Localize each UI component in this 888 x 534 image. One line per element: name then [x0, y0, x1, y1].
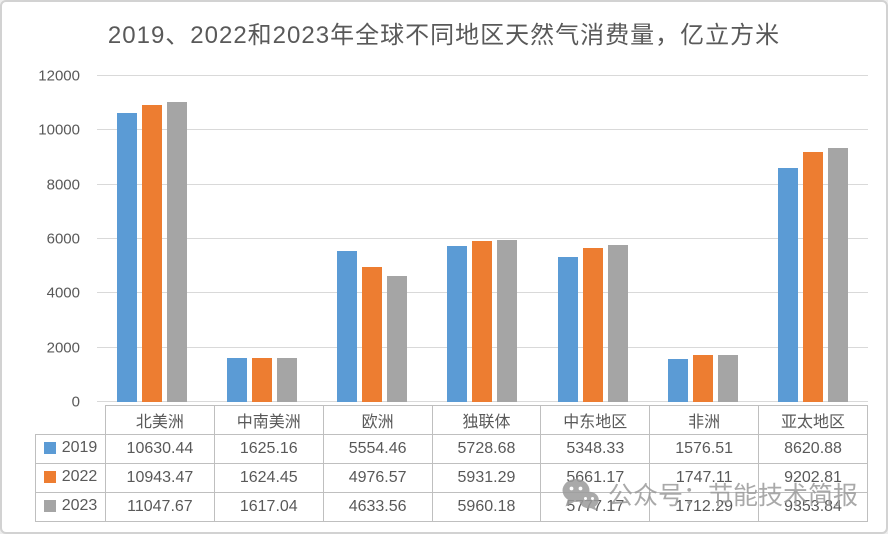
table-cell-2022-欧洲: 4976.57: [322, 463, 433, 493]
bar-2019-独联体: [447, 246, 468, 402]
series-row-2019: 2019 10630.44 1625.16 5554.46 5728.68 5348.33…: [35, 434, 868, 464]
y-axis-tick-label: 0: [71, 393, 80, 411]
legend-swatch-2022: [43, 471, 56, 483]
plot-area: [97, 75, 868, 402]
gridline: [97, 75, 868, 76]
series-row-2023: 2023 11047.67 1617.04 4633.56 5960.18 5777.17…: [35, 492, 868, 522]
legend-cell-2019: 2019: [35, 434, 106, 464]
table-cell-2022-独联体: 5931.29: [431, 463, 542, 493]
table-cell-2019-亚太地区: 8620.88: [758, 434, 868, 464]
table-cell-2023-亚太地区: 9353.84: [758, 492, 868, 522]
bar-2023-独联体: [497, 240, 518, 402]
gridline: [97, 238, 868, 239]
bar-2023-非洲: [717, 355, 738, 402]
legend-label-2022: 2022: [61, 468, 98, 485]
bar-group-北美洲: [97, 76, 207, 402]
table-cell-2019-非洲: 1576.51: [649, 434, 760, 464]
bar-2019-亚太地区: [777, 167, 798, 402]
table-cell-2023-北美洲: 11047.67: [105, 492, 215, 522]
legend-label-2023: 2023: [61, 497, 98, 514]
bar-2019-非洲: [667, 359, 688, 402]
table-cell-2023-欧洲: 4633.56: [322, 492, 433, 522]
bar-2019-中东地区: [557, 256, 578, 402]
table-header-cell-中南美洲: 中南美洲: [213, 405, 324, 435]
bar-2019-中南美洲: [227, 357, 248, 402]
table-header-cell-非洲: 非洲: [649, 405, 760, 435]
bar-2023-中南美洲: [277, 358, 298, 402]
bar-2022-北美洲: [142, 104, 163, 402]
y-axis-tick-label: 6000: [46, 230, 80, 248]
table-cell-2022-中南美洲: 1624.45: [213, 463, 324, 493]
bar-2022-中东地区: [582, 248, 603, 402]
legend-swatch-2023: [43, 500, 56, 512]
bar-2023-中东地区: [607, 245, 628, 402]
bar-2019-欧洲: [337, 251, 358, 402]
table-cell-2019-欧洲: 5554.46: [322, 434, 433, 464]
bar-2023-欧洲: [387, 276, 408, 402]
bar-group-中东地区: [538, 76, 648, 402]
bar-2022-独联体: [472, 240, 493, 402]
bar-group-非洲: [648, 76, 758, 402]
table-cell-2022-北美洲: 10943.47: [105, 463, 215, 493]
y-axis: 0 2000 4000 6000 8000 10000 12000: [2, 68, 88, 411]
data-table: 北美洲 中南美洲 欧洲 独联体 中东地区 非洲 亚太地区 2019 10630.44 1625.1…: [35, 405, 868, 522]
table-cell-2022-中东地区: 5661.17: [540, 463, 651, 493]
table-cell-2019-北美洲: 10630.44: [105, 434, 215, 464]
legend-cell-2023: 2023: [35, 492, 106, 522]
table-cell-2023-中东地区: 5777.17: [540, 492, 651, 522]
bar-2019-北美洲: [117, 113, 138, 402]
table-cell-2019-中东地区: 5348.33: [540, 434, 651, 464]
y-axis-tick-label: 8000: [46, 176, 80, 194]
table-header-row: 北美洲 中南美洲 欧洲 独联体 中东地区 非洲 亚太地区: [36, 405, 868, 435]
bar-2022-亚太地区: [802, 152, 823, 402]
bar-2022-欧洲: [362, 266, 383, 402]
bar-group-亚太地区: [758, 76, 868, 402]
table-header-cell-北美洲: 北美洲: [105, 405, 215, 435]
y-axis-tick-label: 12000: [38, 67, 80, 85]
table-header-cell-亚太地区: 亚太地区: [758, 405, 868, 435]
table-cell-2019-独联体: 5728.68: [431, 434, 542, 464]
table-header-cell-独联体: 独联体: [431, 405, 542, 435]
bar-2023-亚太地区: [827, 147, 848, 402]
bar-group-欧洲: [317, 76, 427, 402]
bar-group-独联体: [427, 76, 537, 402]
series-row-2022: 2022 10943.47 1624.45 4976.57 5931.29 5661.17…: [35, 463, 868, 493]
y-axis-tick-label: 2000: [46, 339, 80, 357]
legend-cell-2022: 2022: [35, 463, 106, 493]
chart-title: 2019、2022和2023年全球不同地区天然气消费量，亿立方米: [107, 22, 781, 49]
y-axis-tick-label: 4000: [46, 284, 80, 302]
table-cell-2023-中南美洲: 1617.04: [213, 492, 324, 522]
bar-2023-北美洲: [167, 101, 188, 402]
bar-group-中南美洲: [207, 76, 317, 402]
table-header-cell-中东地区: 中东地区: [540, 405, 651, 435]
table-cell-2019-中南美洲: 1625.16: [213, 434, 324, 464]
gridline: [97, 129, 868, 131]
table-header-cell-欧洲: 欧洲: [322, 405, 433, 435]
table-cell-2022-亚太地区: 9202.81: [758, 463, 868, 493]
gridline: [97, 183, 868, 185]
table-cell-2023-非洲: 1712.29: [649, 492, 760, 522]
legend-swatch-2019: [43, 442, 56, 454]
legend-label-2019: 2019: [61, 439, 98, 456]
table-corner-cell: [36, 406, 106, 435]
table-cell-2022-非洲: 1747.11: [649, 463, 760, 493]
table-cell-2023-独联体: 5960.18: [431, 492, 542, 522]
bar-2022-非洲: [692, 354, 713, 402]
y-axis-tick-label: 10000: [38, 121, 80, 139]
bar-2022-中南美洲: [252, 357, 273, 402]
